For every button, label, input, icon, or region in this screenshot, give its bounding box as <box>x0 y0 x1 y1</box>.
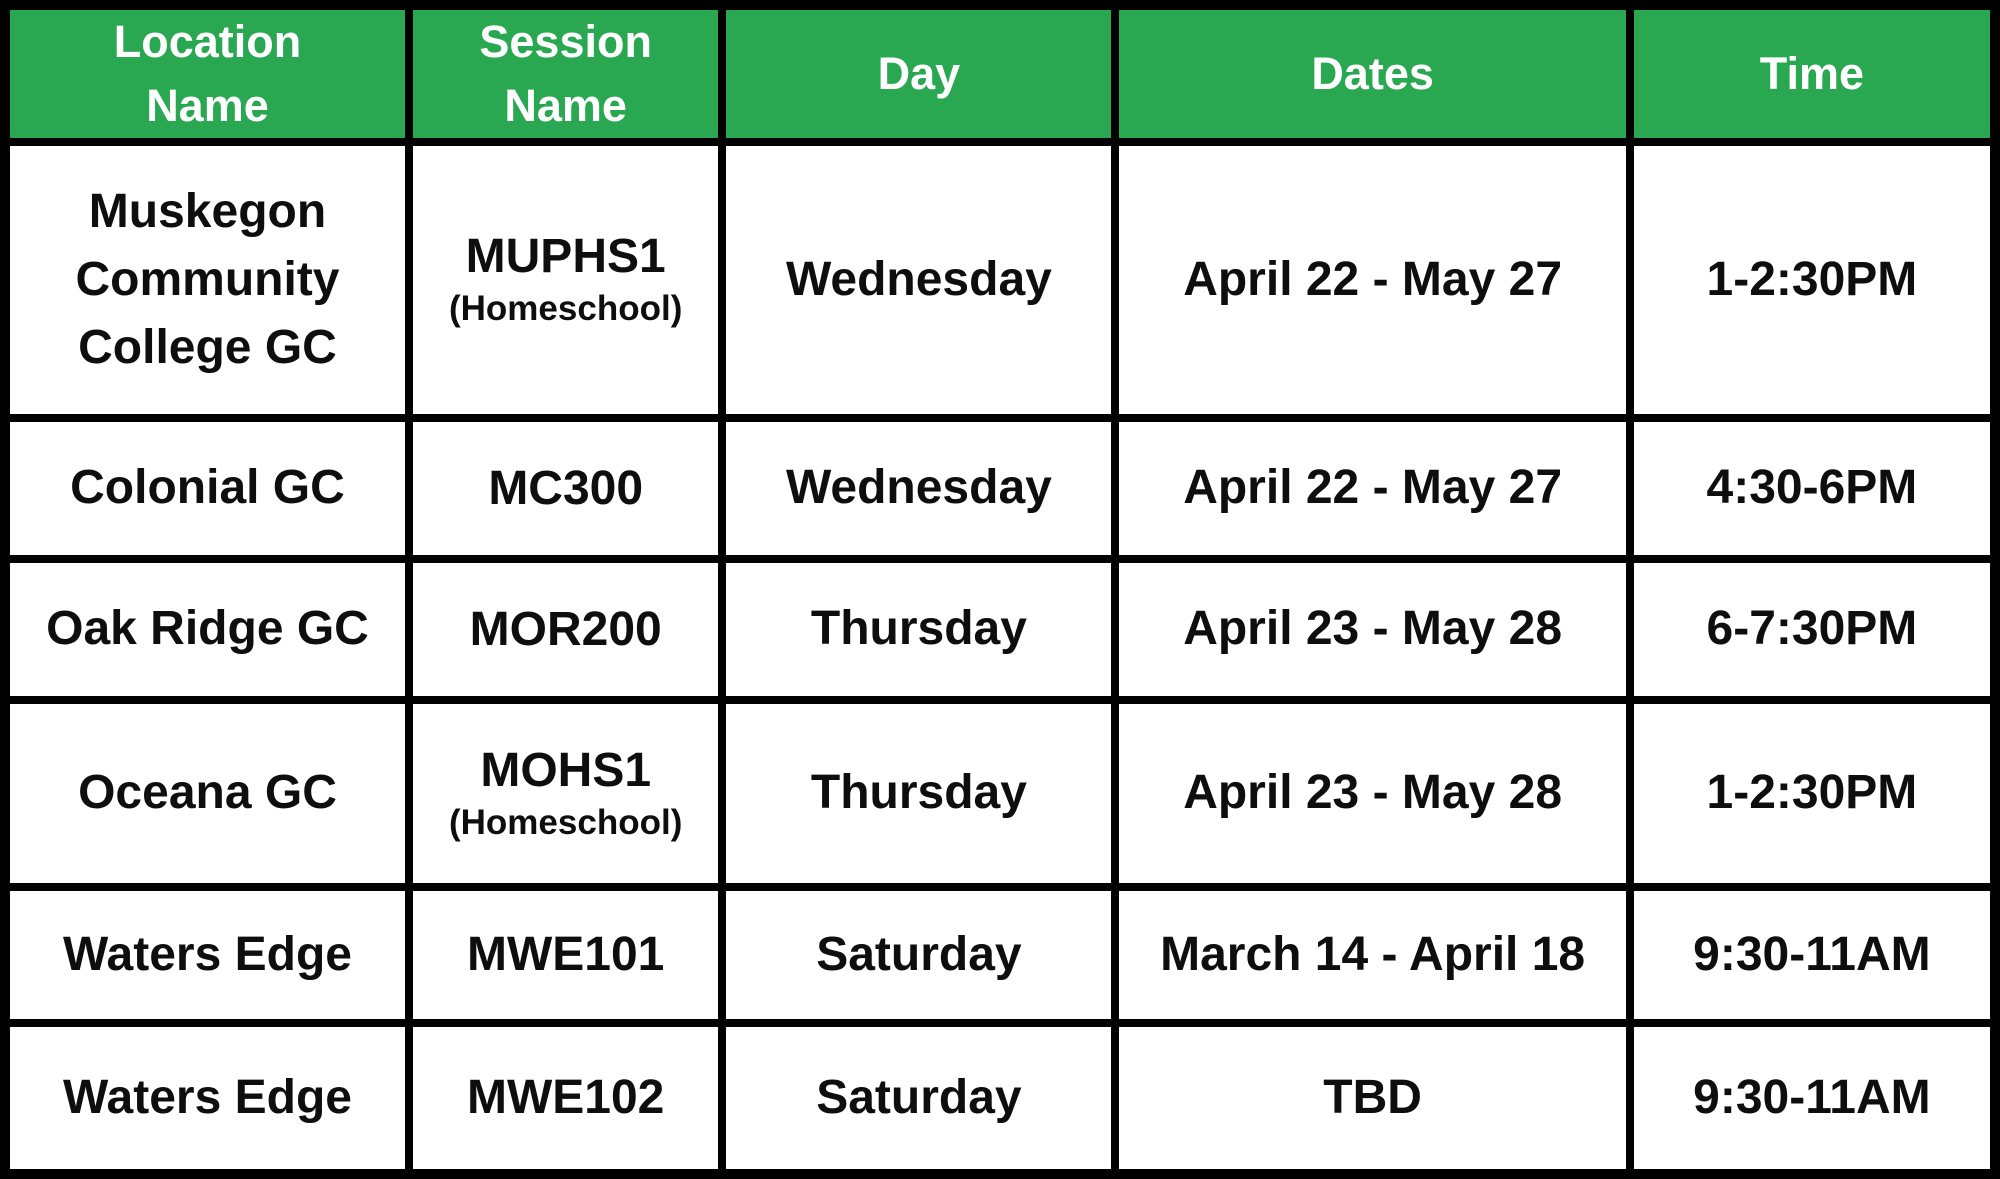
column-header-session-name: Session Name <box>404 1 727 146</box>
cell-dates: March 14 - April 18 <box>1111 882 1634 1027</box>
column-header-dates: Dates <box>1111 1 1634 146</box>
cell-session: MWE101 <box>404 882 727 1027</box>
cell-time: 6-7:30PM <box>1625 555 2000 704</box>
cell-day: Thursday <box>718 695 1120 891</box>
cell-location: Waters Edge <box>1 882 413 1027</box>
cell-session: MOR200 <box>404 555 727 704</box>
cell-time: 1-2:30PM <box>1625 137 2000 422</box>
cell-dates: April 23 - May 28 <box>1111 695 1634 891</box>
session-code: MOHS1 <box>480 743 652 797</box>
cell-session: MC300 <box>404 413 727 564</box>
column-header-label: Dates <box>1311 47 1434 99</box>
cell-time: 9:30-11AM <box>1625 1018 2000 1179</box>
table-row: Oceana GC MOHS1 (Homeschool) Thursday Ap… <box>1 695 2000 891</box>
cell-dates: April 22 - May 27 <box>1111 413 1634 564</box>
session-code: MC300 <box>488 461 644 515</box>
location-text: Oak Ridge GC <box>46 602 369 656</box>
cell-time: 1-2:30PM <box>1625 695 2000 891</box>
location-text: Oceana GC <box>78 766 337 820</box>
cell-day: Thursday <box>718 555 1120 704</box>
cell-time: 9:30-11AM <box>1625 882 2000 1027</box>
cell-day: Saturday <box>718 882 1120 1027</box>
session-code: MWE102 <box>466 1071 665 1125</box>
table-row: Waters Edge MWE102 Saturday TBD 9:30-11A… <box>1 1018 2000 1179</box>
table-row: Colonial GC MC300 Wednesday April 22 - M… <box>1 413 2000 564</box>
session-note: (Homeschool) <box>449 289 683 329</box>
cell-day: Wednesday <box>718 413 1120 564</box>
column-header-time: Time <box>1625 1 2000 146</box>
cell-location: Oceana GC <box>1 695 413 891</box>
location-text: Waters Edge <box>63 1070 352 1124</box>
cell-dates: TBD <box>1111 1018 1634 1179</box>
session-code: MUPHS1 <box>465 230 666 284</box>
location-text: Waters Edge <box>63 927 352 981</box>
cell-day: Saturday <box>718 1018 1120 1179</box>
column-header-location-name: Location Name <box>1 1 413 146</box>
cell-session: MUPHS1 (Homeschool) <box>404 137 727 422</box>
column-header-day: Day <box>718 1 1120 146</box>
column-header-label: Location Name <box>113 16 302 131</box>
location-text: Colonial GC <box>70 461 345 515</box>
cell-session: MOHS1 (Homeschool) <box>404 695 727 891</box>
cell-dates: April 22 - May 27 <box>1111 137 1634 422</box>
column-header-label: Time <box>1759 47 1865 99</box>
cell-day: Wednesday <box>718 137 1120 422</box>
location-text: Muskegon Community College GC <box>75 184 340 374</box>
column-header-label: Day <box>877 47 961 99</box>
cell-location: Muskegon Community College GC <box>1 137 413 422</box>
table-row: Oak Ridge GC MOR200 Thursday April 23 - … <box>1 555 2000 704</box>
table-row: Waters Edge MWE101 Saturday March 14 - A… <box>1 882 2000 1027</box>
session-code: MOR200 <box>469 602 662 656</box>
cell-session: MWE102 <box>404 1018 727 1179</box>
column-header-label: Session Name <box>479 16 652 131</box>
table-row: Muskegon Community College GC MUPHS1 (Ho… <box>1 137 2000 422</box>
cell-location: Colonial GC <box>1 413 413 564</box>
cell-location: Waters Edge <box>1 1018 413 1179</box>
cell-location: Oak Ridge GC <box>1 555 413 704</box>
header-row: Location Name Session Name Day Dates Tim… <box>1 1 2000 146</box>
session-code: MWE101 <box>466 928 665 982</box>
session-note: (Homeschool) <box>449 802 683 842</box>
cell-time: 4:30-6PM <box>1625 413 2000 564</box>
cell-dates: April 23 - May 28 <box>1111 555 1634 704</box>
